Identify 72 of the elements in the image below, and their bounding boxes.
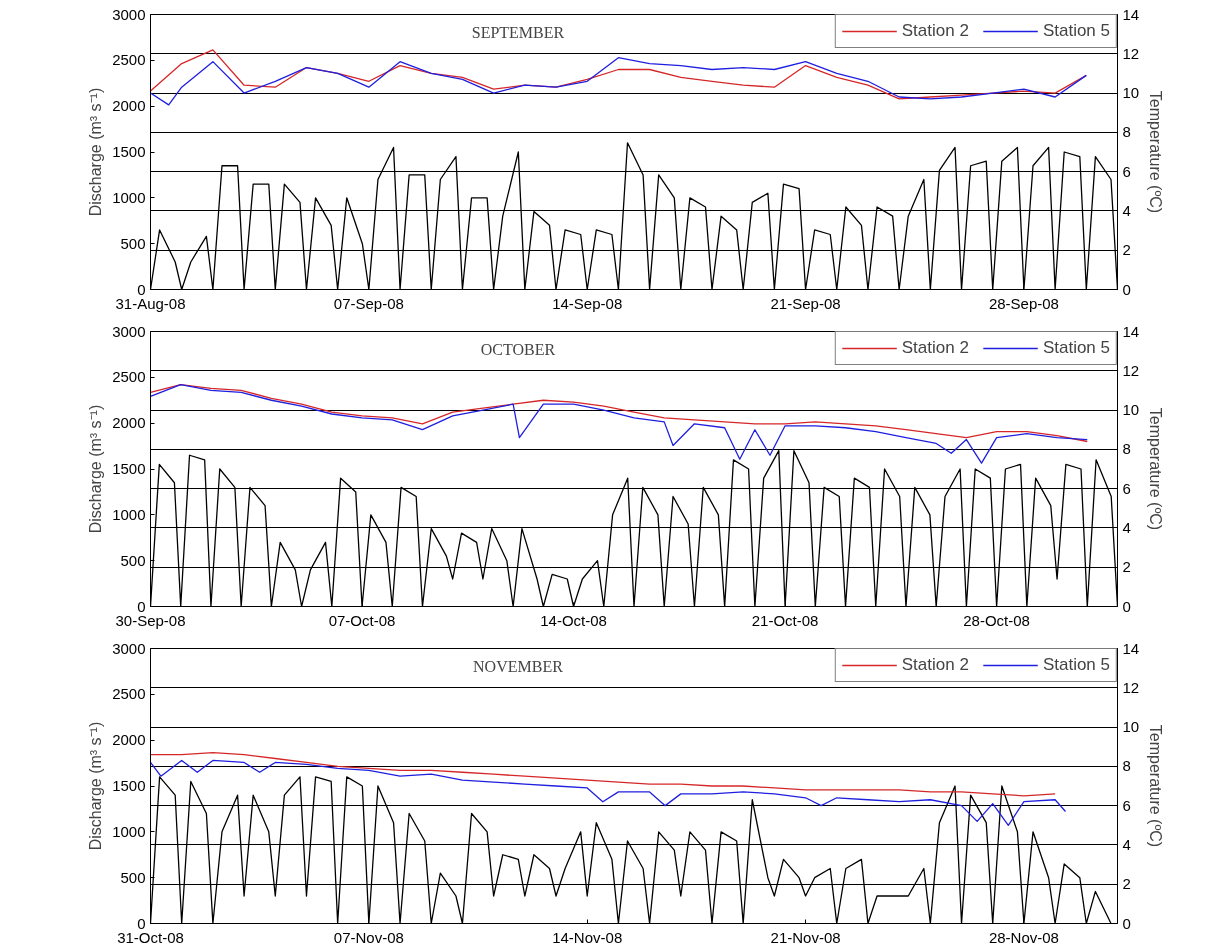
y2-tick-label: 2 <box>1122 875 1131 893</box>
y-tick-label: 3000 <box>112 639 146 657</box>
line-series <box>150 383 1088 443</box>
y-tick-label: 2500 <box>112 368 146 386</box>
y-tick-label: 1000 <box>112 505 146 523</box>
line-series <box>150 751 1056 797</box>
x-tick-label: 14-Oct-08 <box>540 611 607 629</box>
y2-tick-label: 12 <box>1122 44 1140 62</box>
y2-tick-label: 6 <box>1122 479 1131 497</box>
y-tick-label: 1000 <box>112 822 146 840</box>
y2-tick-label: 10 <box>1122 718 1140 736</box>
y2-tick-label: 14 <box>1122 639 1140 657</box>
y2-tick-label: 0 <box>1122 914 1131 932</box>
x-tick-label: 21-Nov-08 <box>770 928 841 946</box>
legend-label: Station 2 <box>901 655 969 675</box>
y2-tick-label: 6 <box>1122 162 1131 180</box>
y-tick-label: 2500 <box>112 685 146 703</box>
legend-label: Station 5 <box>1042 338 1110 358</box>
text: SEPTEMBER <box>471 23 565 41</box>
y2-tick-label: 4 <box>1122 201 1131 219</box>
y-tick-label: 2000 <box>112 97 146 115</box>
legend-label: Station 5 <box>1042 21 1110 41</box>
y2-tick-label: 4 <box>1122 518 1131 536</box>
y-tick-label: 3000 <box>112 322 146 340</box>
y-tick-label: 1500 <box>112 460 146 477</box>
y2-axis-title: Temperature (ºC) <box>1147 90 1165 214</box>
y2-tick-label: 14 <box>1122 322 1140 340</box>
y2-tick-label: 0 <box>1122 280 1131 298</box>
x-tick-label: 07-Nov-08 <box>333 928 404 946</box>
y2-tick-label: 2 <box>1122 241 1131 259</box>
y-tick-label: 2500 <box>112 51 146 69</box>
y2-tick-label: 14 <box>1122 5 1140 23</box>
x-tick-label: 28-Nov-08 <box>988 928 1059 946</box>
y2-axis-title: Temperature (ºC) <box>1147 724 1165 848</box>
text: OCTOBER <box>480 340 556 358</box>
y2-tick-label: 2 <box>1122 558 1131 576</box>
legend-label: Station 5 <box>1042 655 1110 675</box>
x-tick-label: 07-Sep-08 <box>333 294 404 312</box>
y-tick-label: 2000 <box>112 731 146 749</box>
y2-tick-label: 8 <box>1122 123 1131 141</box>
x-tick-label: 14-Nov-08 <box>552 928 623 946</box>
y2-tick-label: 8 <box>1122 440 1131 458</box>
y2-tick-label: 10 <box>1122 84 1140 102</box>
y-axis-title: Discharge (m³ s⁻¹) <box>87 87 105 217</box>
legend-label: Station 2 <box>901 338 969 358</box>
y-tick-label: 500 <box>120 868 146 886</box>
y2-tick-label: 4 <box>1122 835 1131 853</box>
y-tick-label: 500 <box>120 551 146 569</box>
line-series <box>150 49 1087 100</box>
y-tick-label: 1500 <box>112 777 146 794</box>
y2-tick-label: 12 <box>1122 678 1140 696</box>
y2-tick-label: 6 <box>1122 796 1131 814</box>
y2-tick-label: 0 <box>1122 597 1131 615</box>
y2-tick-label: 10 <box>1122 401 1140 419</box>
x-tick-label: 07-Oct-08 <box>328 611 396 629</box>
legend-label: Station 2 <box>901 21 969 41</box>
x-tick-label: 21-Oct-08 <box>751 611 819 629</box>
y-tick-label: 2000 <box>112 414 146 432</box>
y-tick-label: 3000 <box>112 5 146 23</box>
y-tick-label: 1500 <box>112 143 146 160</box>
y2-tick-label: 8 <box>1122 757 1131 775</box>
y2-tick-label: 12 <box>1122 361 1140 379</box>
y-tick-label: 1000 <box>112 188 146 206</box>
text: NOVEMBER <box>473 657 564 675</box>
y-tick-label: 500 <box>120 234 146 252</box>
y-axis-title: Discharge (m³ s⁻¹) <box>87 721 105 851</box>
x-tick-label: 21-Sep-08 <box>770 294 841 312</box>
y2-axis-title: Temperature (ºC) <box>1147 407 1165 531</box>
x-tick-label: 14-Sep-08 <box>552 294 623 312</box>
x-tick-label: 28-Oct-08 <box>963 611 1030 629</box>
x-tick-label: 28-Sep-08 <box>988 294 1059 312</box>
y-axis-title: Discharge (m³ s⁻¹) <box>87 404 105 534</box>
